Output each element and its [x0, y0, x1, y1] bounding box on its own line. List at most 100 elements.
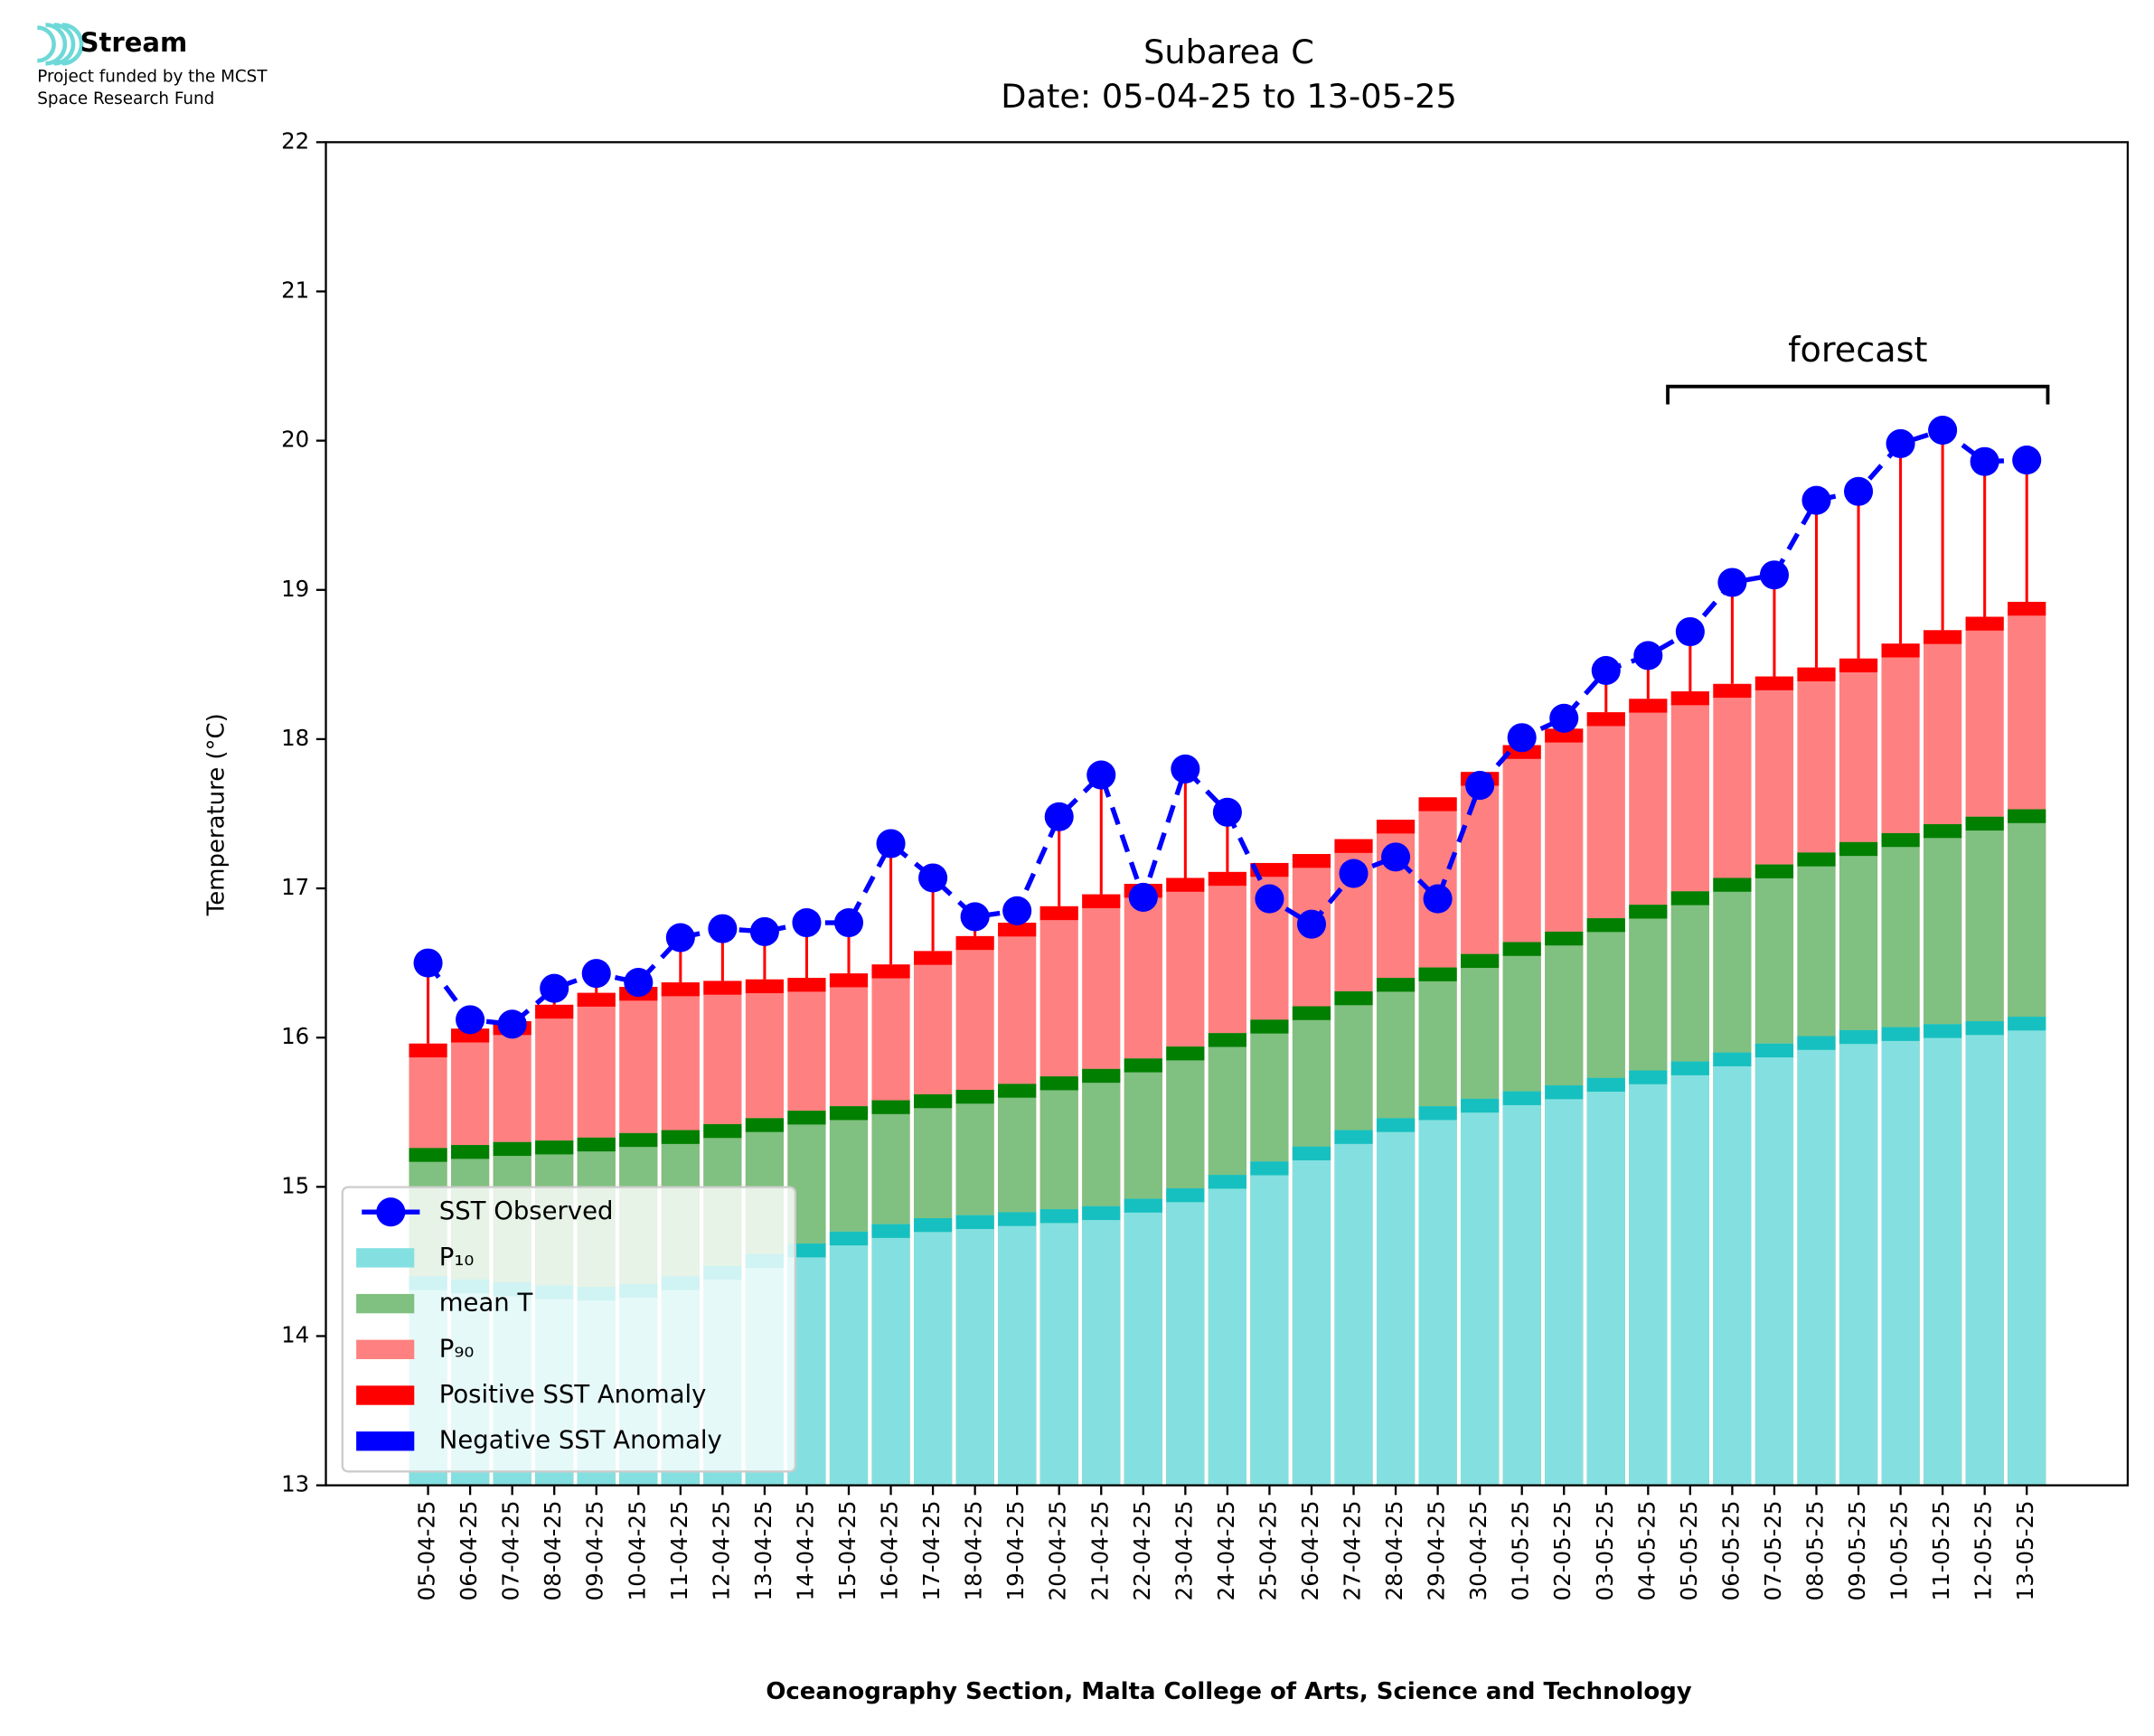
bar-top-band — [787, 1243, 826, 1258]
bar-top-band — [1082, 1068, 1121, 1084]
bar-top-band — [1629, 699, 1668, 713]
x-tick-label: 03-05-25 — [1592, 1500, 1618, 1600]
bar-top-band — [745, 1118, 784, 1132]
chart-title: Subarea C — [1143, 33, 1314, 71]
sst-marker — [1044, 802, 1074, 831]
y-tick-label: 19 — [281, 576, 309, 602]
x-tick-label: 11-04-25 — [666, 1500, 692, 1600]
bar-top-band — [1881, 643, 1920, 658]
x-tick-label: 22-04-25 — [1129, 1500, 1155, 1600]
bar-top-band — [1881, 832, 1920, 848]
bar — [829, 1231, 869, 1486]
bar-top-band — [1670, 691, 1709, 706]
bar-top-band — [787, 1111, 826, 1125]
sst-marker — [1296, 909, 1327, 939]
bar-top-band — [1292, 1146, 1331, 1161]
legend-label: Positive SST Anomaly — [439, 1380, 707, 1409]
bar-top-band — [703, 1123, 742, 1139]
y-axis-label: Temperature (°C) — [202, 713, 230, 916]
bar — [914, 1218, 953, 1486]
bar-top-band — [829, 1106, 869, 1121]
sst-marker — [1801, 485, 1831, 515]
sst-marker — [1633, 641, 1663, 671]
bar-top-band — [1334, 839, 1373, 853]
bar-top-band — [955, 1215, 994, 1229]
bar-top-band — [1881, 1027, 1920, 1041]
bar-top-band — [998, 1084, 1037, 1098]
bar-top-band — [2008, 809, 2046, 823]
sst-marker — [540, 973, 569, 1003]
sst-marker — [1212, 797, 1242, 827]
x-tick-label: 12-05-25 — [1971, 1500, 1997, 1600]
bar-top-band — [1713, 1052, 1752, 1066]
y-tick-label: 17 — [281, 874, 309, 900]
bar — [1502, 1091, 1541, 1486]
bar-top-band — [577, 1137, 616, 1152]
sst-marker — [1591, 655, 1621, 685]
bar-top-band — [1376, 1118, 1416, 1132]
bar-top-band — [1754, 676, 1794, 690]
bar-top-band — [1250, 1161, 1289, 1176]
bar — [1924, 1024, 1962, 1486]
sst-marker — [1675, 616, 1705, 647]
sst-marker — [1128, 882, 1158, 912]
bar — [1376, 1118, 1416, 1486]
bar-top-band — [1713, 683, 1752, 699]
legend-frame — [341, 1186, 797, 1473]
bar-top-band — [1292, 1006, 1331, 1020]
x-tick-label: 09-05-25 — [1844, 1500, 1870, 1600]
bar — [1461, 1098, 1500, 1486]
bar-top-band — [1924, 824, 1962, 839]
bar-top-band — [914, 1093, 953, 1109]
x-tick-label: 02-05-25 — [1549, 1500, 1576, 1600]
logo-name: Stream — [80, 27, 188, 58]
legend-marker — [376, 1197, 406, 1227]
bar — [2008, 1017, 2046, 1486]
sst-marker — [1086, 760, 1116, 790]
bar-top-band — [409, 1148, 447, 1162]
x-tick-label: 07-05-25 — [1760, 1500, 1786, 1600]
bar-top-band — [1965, 616, 2004, 631]
bar-top-band — [493, 1141, 531, 1157]
bar-top-band — [703, 981, 742, 995]
bar-top-band — [829, 1231, 869, 1246]
bar-top-band — [1461, 953, 1500, 968]
bar-top-band — [1797, 852, 1836, 867]
legend-label: P₁₀ — [439, 1243, 475, 1272]
x-tick-label: 01-05-25 — [1508, 1500, 1534, 1600]
bar-top-band — [1124, 1058, 1162, 1073]
bar — [1797, 1036, 1836, 1486]
y-tick-label: 14 — [281, 1321, 309, 1347]
bar-top-band — [871, 964, 910, 979]
bar-top-band — [1545, 728, 1584, 743]
bar — [1334, 1130, 1373, 1486]
bar-top-band — [1754, 1043, 1794, 1058]
logo-icon — [37, 23, 84, 66]
bar-top-band — [1166, 877, 1205, 892]
sst-marker — [1002, 896, 1032, 925]
bar-top-band — [1545, 931, 1584, 946]
bar — [1586, 1077, 1625, 1486]
bar-top-band — [2008, 1017, 2046, 1031]
bar-top-band — [1586, 712, 1625, 727]
x-tick-label: 05-04-25 — [414, 1500, 440, 1600]
x-tick-label: 26-04-25 — [1297, 1500, 1323, 1600]
bar — [1545, 1085, 1584, 1486]
bar — [1881, 1027, 1920, 1486]
sst-marker — [918, 863, 948, 893]
bar-top-band — [1250, 862, 1289, 877]
bar — [1965, 1021, 2004, 1486]
bar-top-band — [1965, 816, 2004, 831]
x-tick-label: 19-04-25 — [1002, 1500, 1029, 1600]
chart-subtitle: Date: 05-04-25 to 13-05-25 — [1001, 77, 1457, 116]
x-tick-label: 23-04-25 — [1171, 1500, 1197, 1600]
sst-marker — [665, 923, 695, 952]
x-tick-label: 13-04-25 — [750, 1500, 776, 1600]
legend-label: Negative SST Anomaly — [439, 1426, 722, 1455]
bar-top-band — [1039, 1209, 1078, 1224]
sst-marker — [1759, 560, 1789, 590]
x-tick-label: 27-04-25 — [1340, 1500, 1366, 1600]
sst-marker — [456, 1005, 485, 1035]
bar-top-band — [1502, 1091, 1541, 1105]
